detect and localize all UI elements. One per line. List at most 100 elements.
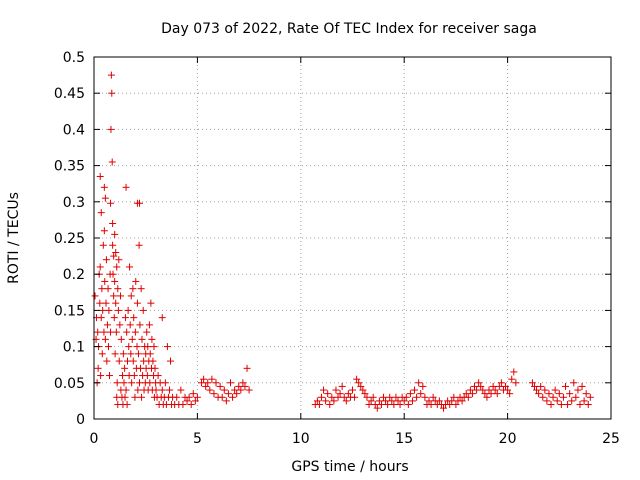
data-point — [357, 382, 365, 390]
data-point — [163, 343, 171, 351]
data-point — [112, 299, 120, 307]
data-point — [408, 397, 416, 405]
data-point — [102, 256, 110, 264]
data-point — [559, 393, 567, 401]
data-point — [110, 314, 118, 322]
x-axis-title: GPS time / hours — [291, 459, 408, 475]
data-point — [96, 263, 104, 271]
data-point — [131, 393, 139, 401]
data-point — [564, 401, 572, 409]
data-point — [427, 401, 435, 409]
data-point — [139, 306, 147, 314]
data-point — [146, 350, 154, 358]
data-point — [504, 386, 512, 394]
data-point — [497, 379, 505, 387]
data-point — [367, 397, 375, 405]
data-point — [545, 390, 553, 398]
data-point — [115, 256, 123, 264]
data-point — [158, 386, 166, 394]
data-point — [212, 379, 220, 387]
data-point — [419, 382, 427, 390]
y-tick-label: 0 — [76, 412, 85, 428]
data-point — [439, 404, 447, 412]
data-point — [533, 386, 541, 394]
data-point — [530, 382, 538, 390]
data-point — [193, 393, 201, 401]
data-point — [369, 393, 377, 401]
y-tick-label: 0.15 — [54, 303, 85, 319]
data-point — [218, 393, 226, 401]
data-point — [129, 357, 137, 365]
data-point — [317, 393, 325, 401]
data-point — [576, 401, 584, 409]
data-point — [363, 393, 371, 401]
data-point — [359, 386, 367, 394]
data-point — [448, 397, 456, 405]
data-point — [111, 277, 119, 285]
data-point — [109, 220, 117, 228]
data-point — [344, 390, 352, 398]
data-point — [134, 350, 142, 358]
data-point — [508, 375, 516, 383]
data-point — [191, 397, 199, 405]
data-point — [528, 379, 536, 387]
data-point — [100, 183, 108, 191]
x-tick-label: 20 — [499, 431, 517, 447]
y-tick-label: 0.45 — [54, 86, 85, 102]
data-point — [229, 393, 237, 401]
data-point — [421, 393, 429, 401]
data-point — [493, 390, 501, 398]
data-point — [568, 397, 576, 405]
data-point — [320, 386, 328, 394]
data-points — [91, 71, 594, 412]
data-point — [120, 379, 128, 387]
data-point — [355, 379, 363, 387]
y-tick-label: 0.25 — [54, 231, 85, 247]
data-point — [148, 335, 156, 343]
data-point — [446, 401, 454, 409]
data-point — [353, 375, 361, 383]
data-point — [130, 314, 138, 322]
data-point — [123, 328, 131, 336]
data-point — [411, 386, 419, 394]
data-point — [326, 401, 334, 409]
data-point — [537, 382, 545, 390]
data-point — [97, 209, 105, 217]
data-point — [328, 393, 336, 401]
data-point — [110, 252, 118, 260]
data-point — [104, 285, 112, 293]
y-tick-label: 0.3 — [63, 195, 85, 211]
data-point — [189, 390, 197, 398]
data-point — [138, 335, 146, 343]
y-tick-label: 0.05 — [54, 376, 85, 392]
data-point — [99, 306, 107, 314]
data-point — [473, 386, 481, 394]
x-tick-label: 0 — [90, 431, 99, 447]
data-point — [108, 158, 116, 166]
data-point — [547, 401, 555, 409]
data-point — [113, 379, 121, 387]
data-point — [126, 321, 134, 329]
data-point — [124, 306, 132, 314]
data-point — [365, 401, 373, 409]
data-point — [128, 379, 136, 387]
data-point — [150, 343, 158, 351]
data-point — [485, 386, 493, 394]
data-point — [574, 386, 582, 394]
data-point — [425, 397, 433, 405]
data-point — [198, 379, 206, 387]
data-point — [429, 393, 437, 401]
y-tick-label: 0.35 — [54, 159, 85, 175]
data-point — [133, 343, 141, 351]
data-point — [582, 390, 590, 398]
data-point — [204, 379, 212, 387]
data-point — [584, 401, 592, 409]
data-point — [143, 328, 151, 336]
data-point — [111, 350, 119, 358]
data-point — [388, 397, 396, 405]
data-point — [375, 397, 383, 405]
data-point — [342, 397, 350, 405]
data-point — [122, 386, 130, 394]
data-point — [241, 382, 249, 390]
data-point — [512, 379, 520, 387]
